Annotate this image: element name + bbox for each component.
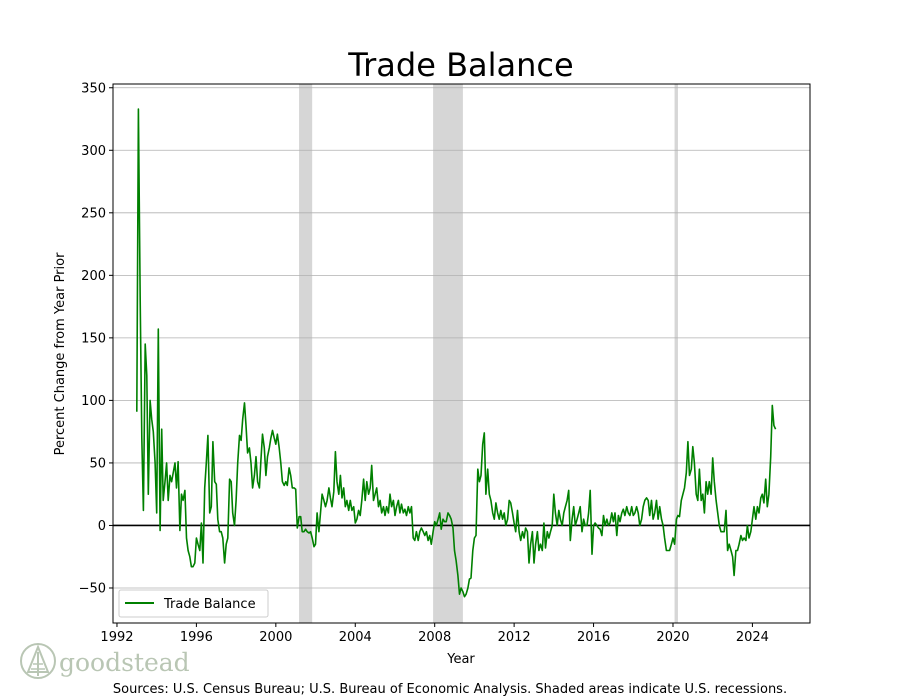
x-tick-label: 2024 xyxy=(736,630,769,645)
y-tick-label: 300 xyxy=(81,144,106,159)
legend-box xyxy=(118,589,269,618)
recession-bands xyxy=(299,84,678,623)
logo-wordmark: goodstead xyxy=(59,648,190,677)
y-tick-label: 150 xyxy=(81,331,106,346)
y-tick-label: 200 xyxy=(81,269,106,284)
x-tick-label: 2012 xyxy=(498,630,531,645)
legend-label: Trade Balance xyxy=(163,597,256,612)
goodstead-logo: goodstead xyxy=(20,643,190,679)
y-tick-label: 0 xyxy=(98,519,106,534)
series-line-trade-balance xyxy=(136,108,777,598)
x-tick-label: 2020 xyxy=(656,630,689,645)
x-tick-label: 2004 xyxy=(339,630,372,645)
x-axis-label: Year xyxy=(446,652,475,667)
recession-band-2 xyxy=(674,84,678,623)
legend: Trade Balance xyxy=(118,589,269,618)
tree-icon xyxy=(20,643,56,679)
y-tick-label: 350 xyxy=(81,81,106,96)
x-tick-label: 1992 xyxy=(100,630,133,645)
y-tick-label: 100 xyxy=(81,394,106,409)
x-tick-label: 2000 xyxy=(259,630,292,645)
y-axis-ticks: −50 0 50 100 150 200 250 300 350 xyxy=(79,81,113,596)
y-axis-label: Percent Change from Year Prior xyxy=(53,252,68,456)
x-tick-label: 2008 xyxy=(418,630,451,645)
plot-frame xyxy=(112,83,811,624)
recession-band-1 xyxy=(433,84,463,623)
x-tick-label: 1996 xyxy=(180,630,213,645)
y-tick-label: 50 xyxy=(89,456,106,471)
recession-band-0 xyxy=(299,84,313,623)
y-tick-label: 250 xyxy=(81,206,106,221)
source-note: Sources: U.S. Census Bureau; U.S. Bureau… xyxy=(113,682,787,697)
x-tick-label: 2016 xyxy=(577,630,610,645)
series-layer xyxy=(136,108,777,598)
x-axis-ticks: 1992 1996 2000 2004 2008 2012 2016 2020 2024 xyxy=(100,623,769,645)
y-tick-label: −50 xyxy=(79,581,106,596)
chart-title: Trade Balance xyxy=(347,46,573,84)
